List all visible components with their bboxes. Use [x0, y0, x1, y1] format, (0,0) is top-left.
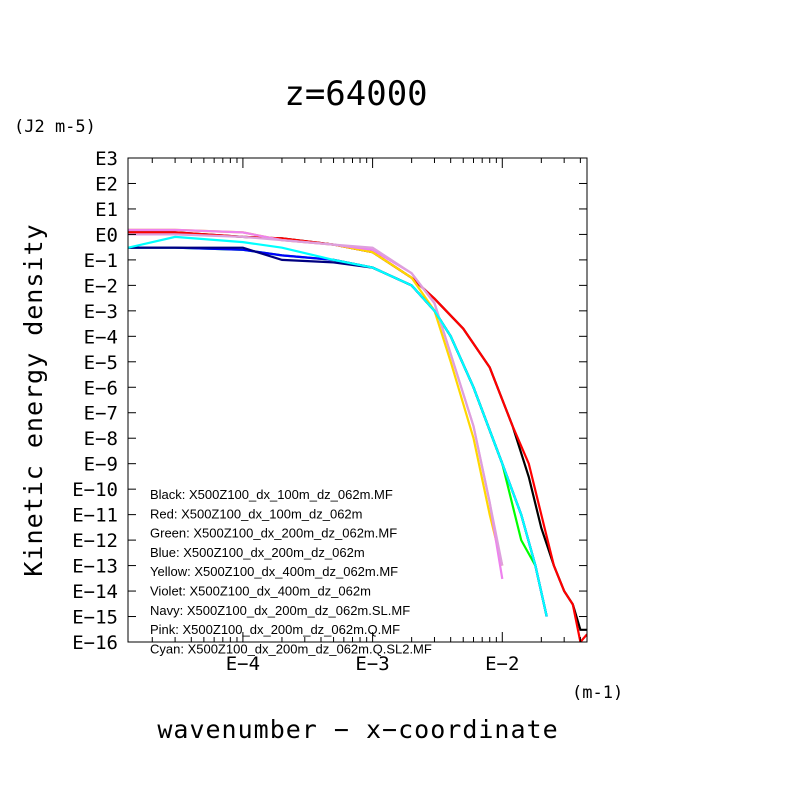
y-tick-label: E3 [95, 148, 118, 170]
y-tick-label: E2 [95, 173, 118, 195]
y-tick-label: E−12 [72, 530, 118, 552]
legend-entry: Black: X500Z100_dx_100m_dz_062m.MF [150, 487, 393, 502]
series-line-1 [128, 231, 587, 642]
y-tick-label: E−11 [72, 505, 118, 527]
legend-entry: Violet: X500Z100_dx_400m_dz_062m [150, 584, 371, 599]
y-tick-label: E−7 [84, 403, 118, 425]
axis-ticks: E3 E2 E1 E0 E−1 E−2 E−3 E−4 E−5 E−6 E−7 E−8 E−9 E−10 E… [72, 148, 587, 675]
legend: Black: X500Z100_dx_100m_dz_062m.MF Red: X… [150, 487, 432, 656]
y-tick-label: E0 [95, 224, 118, 246]
y-tick-label: E−9 [84, 454, 118, 476]
y-unit-label: (J2 m-5) [14, 117, 96, 137]
series-line-7 [128, 233, 504, 566]
chart-title: z=64000 [284, 74, 427, 114]
y-tick-label: E−15 [72, 607, 118, 629]
y-tick-label: E−4 [84, 326, 118, 348]
y-tick-label: E−3 [84, 301, 118, 323]
legend-entry: Navy: X500Z100_dx_200m_dz_062m.SL.MF [150, 603, 410, 618]
series-line-3 [128, 246, 548, 617]
y-tick-label: E−16 [72, 632, 118, 654]
x-tick-label: E−3 [355, 653, 389, 675]
x-axis-label: wavenumber − x−coordinate [157, 715, 558, 744]
y-tick-label: E−5 [84, 352, 118, 374]
y-tick-label: E−13 [72, 556, 118, 578]
x-tick-label: E−2 [485, 653, 519, 675]
legend-entry: Cyan: X500Z100_dx_200m_dz_062m.Q.SL2.MF [150, 641, 432, 656]
y-tick-label: E−2 [84, 275, 118, 297]
y-tick-label: E−1 [84, 250, 118, 272]
x-tick-label: E−4 [226, 653, 260, 675]
x-unit-label: (m-1) [572, 683, 623, 703]
y-axis-label: Kinetic energy density [19, 223, 48, 576]
legend-entry: Pink: X500Z100_dx_200m_dz_062m.Q.MF [150, 622, 400, 637]
legend-entry: Red: X500Z100_dx_100m_dz_062m [150, 506, 362, 521]
y-tick-label: E1 [95, 199, 118, 221]
legend-entry: Blue: X500Z100_dx_200m_dz_062m [150, 545, 365, 560]
y-tick-label: E−8 [84, 428, 118, 450]
y-tick-label: E−6 [84, 377, 118, 399]
legend-entry: Yellow: X500Z100_dx_400m_dz_062m.MF [150, 564, 398, 579]
y-tick-label: E−14 [72, 581, 118, 603]
y-tick-label: E−10 [72, 479, 118, 501]
series-line-6 [128, 246, 548, 617]
plot-frame [127, 157, 588, 643]
legend-entry: Green: X500Z100_dx_200m_dz_062m.MF [150, 526, 397, 541]
series-line-8 [128, 235, 548, 617]
plot-area [128, 228, 587, 642]
